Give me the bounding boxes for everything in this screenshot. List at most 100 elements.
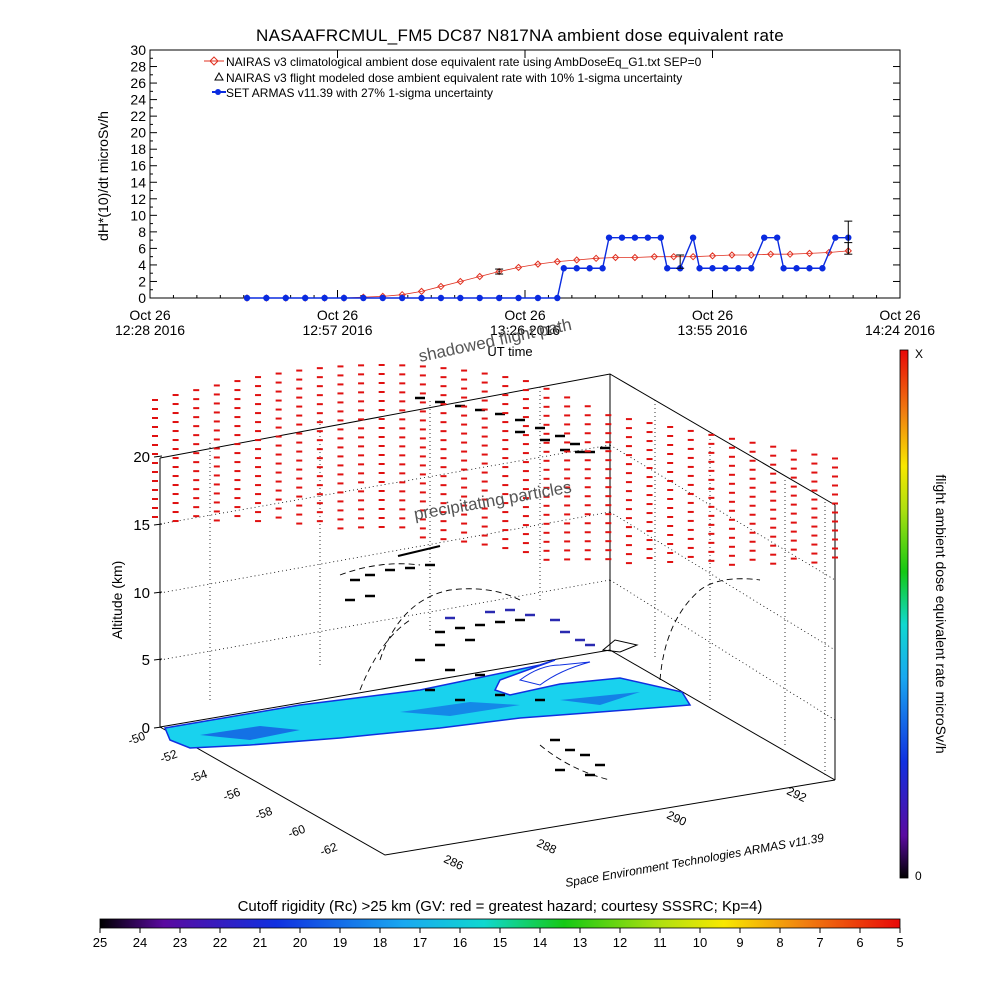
nairas-clim-point (708, 252, 717, 260)
longitude-tick-labels: 286 288 290 292 (442, 784, 809, 873)
altitude-tick (153, 658, 163, 661)
armas-line (246, 235, 849, 299)
cutoff-rigidity-tick-label: 14 (533, 935, 547, 950)
x-axis-label: UT time (487, 344, 532, 359)
armas-point (554, 294, 561, 302)
dose-colorbar-top-label: X (915, 347, 923, 361)
armas-point (495, 294, 503, 302)
legend-marker-nairas-clim (204, 56, 224, 66)
y-tick-label: 24 (130, 92, 146, 108)
dose-colorbar: X 0 flight ambient dose equivalent rate … (899, 347, 949, 883)
cutoff-rigidity-tick-label: 15 (493, 935, 507, 950)
armas-point (722, 265, 729, 272)
armas-point (664, 265, 671, 272)
nairas-clim-point (669, 252, 678, 261)
x-tick-label-time: 14:24 2016 (865, 322, 935, 338)
altitude-tick-label: 5 (142, 652, 150, 669)
flight-dose-marks (152, 364, 838, 566)
altitude-tick-labels: 0 5 10 15 20 (133, 449, 163, 737)
longitude-tick-label: 286 (442, 852, 466, 873)
series-layer (243, 220, 853, 302)
longitude-tick-label: 292 (785, 784, 809, 805)
nairas-clim-point (747, 251, 756, 259)
cutoff-rigidity-tick-label: 22 (213, 935, 227, 950)
x-tick-label-day: Oct 26 (692, 307, 733, 323)
latitude-tick-label: -52 (158, 747, 179, 766)
cutoff-rigidity-ticks (99, 928, 901, 933)
latitude-tick-label: -60 (286, 822, 307, 841)
armas-point (618, 234, 626, 241)
latitude-tick-label: -56 (221, 785, 242, 804)
y-tick-label: 6 (138, 240, 146, 256)
nairas-clim-point (805, 249, 814, 258)
armas-point (735, 265, 742, 272)
altitude-tick (153, 455, 163, 458)
armas-point (476, 294, 483, 302)
cutoff-rigidity-tick-label: 19 (333, 935, 347, 950)
altitude-tick-label: 20 (133, 449, 150, 466)
figure-title: NASAAFRCMUL_FM5 DC87 N817NA ambient dose… (256, 26, 784, 45)
x-tick-label-time: 12:57 2016 (302, 322, 372, 338)
legend-entry-armas: SET ARMAS v11.39 with 27% 1-sigma uncert… (226, 86, 493, 100)
cutoff-rigidity-tick-label: 17 (413, 935, 427, 950)
y-tick-label: 4 (138, 257, 146, 273)
latitude-tick-label: -54 (188, 767, 209, 786)
y-tick-label: 28 (130, 59, 146, 75)
altitude-tick (153, 591, 163, 594)
armas-point (340, 294, 348, 302)
x-tick-label-day: Oct 26 (504, 307, 545, 323)
nairas-clim-point (611, 253, 620, 262)
x-tick-label-time: 13:55 2016 (677, 322, 747, 338)
armas-point (689, 234, 697, 241)
altitude-axis: Altitude (km) 0 5 10 15 20 (109, 449, 163, 737)
altitude-axis-label: Altitude (km) (109, 561, 125, 640)
y-tick-label: 12 (130, 191, 146, 207)
cutoff-rigidity-tick-label: 13 (573, 935, 587, 950)
armas-point (709, 265, 716, 272)
armas-point (573, 265, 580, 272)
nairas-clim-point (514, 263, 523, 272)
y-tick-label: 18 (130, 141, 146, 157)
nairas-clim-point (592, 254, 600, 263)
armas-point (586, 265, 593, 272)
cutoff-rigidity-tick-label: 6 (856, 935, 863, 950)
cutoff-rigidity-tick-label: 16 (453, 935, 467, 950)
shadow-track (397, 545, 441, 557)
armas-point (379, 294, 386, 302)
legend-marker-armas (212, 89, 226, 95)
cutoff-rigidity-tick-label: 7 (816, 935, 823, 950)
cutoff-rigidity-tick-label: 10 (693, 935, 707, 950)
cutoff-rigidity-scale: Cutoff rigidity (Rc) >25 km (GV: red = g… (93, 898, 904, 950)
y-tick-label: 22 (130, 108, 146, 124)
armas-point (761, 234, 768, 241)
armas-point (819, 265, 826, 272)
y-tick-label: 0 (138, 290, 146, 306)
x-tick-label-day: Oct 26 (317, 307, 358, 323)
longitude-tick-label: 290 (665, 808, 689, 829)
armas-point (773, 234, 781, 241)
nairas-clim-point (650, 252, 659, 261)
dose-colorbar-gradient (899, 349, 909, 879)
armas-point (243, 294, 251, 302)
cutoff-rigidity-title: Cutoff rigidity (Rc) >25 km (GV: red = g… (238, 898, 763, 915)
armas-point (780, 265, 787, 272)
latitude-tick-label: -58 (253, 804, 274, 823)
nairas-clim-point (417, 287, 426, 296)
cutoff-rigidity-tick-label: 20 (293, 935, 307, 950)
legend: NAIRAS v3 climatological ambient dose eq… (204, 55, 702, 100)
armas-point (457, 294, 464, 302)
y-tick-label: 2 (138, 273, 146, 289)
nairas-clim-point (689, 252, 697, 261)
nairas-clim-point (534, 260, 542, 268)
armas-point (832, 234, 839, 241)
armas-point (605, 234, 613, 241)
shadowed-track-marks (345, 396, 610, 777)
nairas-clim-point (786, 250, 794, 258)
cutoff-rigidity-tick-label: 8 (776, 935, 783, 950)
cutoff-rigidity-tick-label: 9 (736, 935, 743, 950)
y-tick-label: 10 (130, 207, 146, 223)
armas-point (599, 265, 606, 272)
x-tick-label-time: 12:28 2016 (115, 322, 185, 338)
cutoff-rigidity-gradient (99, 918, 901, 929)
y-tick-label: 14 (130, 174, 146, 190)
